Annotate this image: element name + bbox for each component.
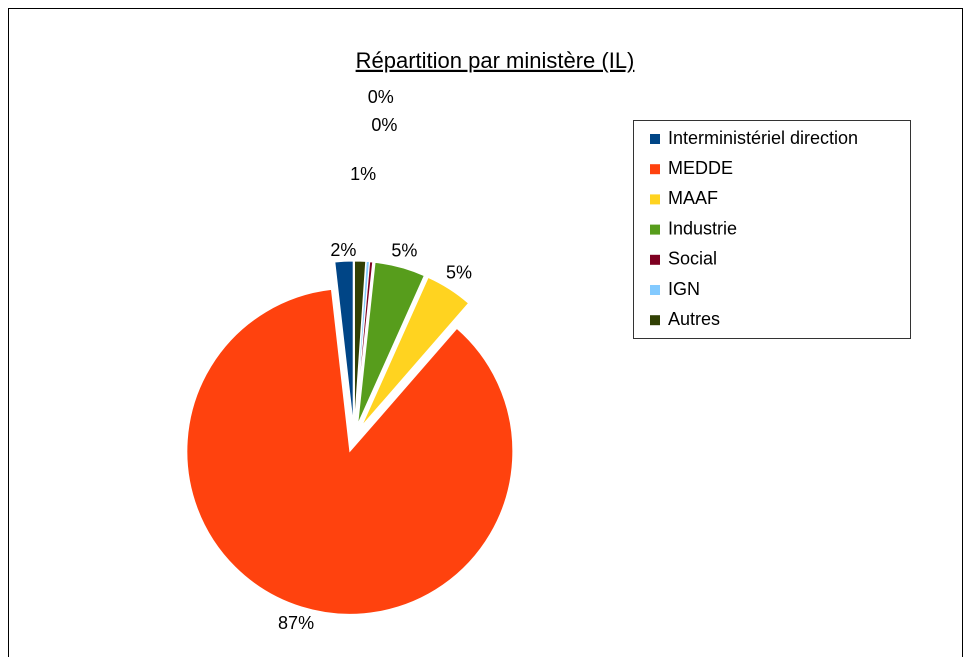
data-label: 5% [446, 262, 472, 282]
data-label: 0% [368, 87, 394, 107]
legend-swatch [650, 134, 660, 144]
pie-slice [334, 260, 354, 425]
legend-swatch [650, 194, 660, 205]
data-label: 0% [371, 115, 397, 135]
legend-label: Interministériel direction [668, 128, 858, 148]
pie-slice [353, 260, 367, 425]
data-label: 5% [391, 240, 417, 260]
legend-box [633, 120, 911, 339]
pie-slice [361, 276, 470, 427]
data-label: 87% [278, 613, 314, 633]
legend-swatch [650, 285, 660, 295]
data-label: 1% [350, 164, 376, 184]
pie-slice [354, 260, 370, 425]
legend-label: MEDDE [668, 158, 733, 178]
legend-swatch [650, 164, 660, 175]
chart-title: Répartition par ministère (IL) [356, 48, 635, 73]
legend-swatch [650, 315, 660, 326]
legend-label: Autres [668, 309, 720, 329]
legend-swatch [650, 224, 660, 235]
legend-label: Social [668, 249, 717, 269]
data-label: 2% [330, 240, 356, 260]
chart-frame [8, 8, 963, 657]
pie-slice [357, 261, 425, 425]
legend-label: MAAF [668, 188, 718, 208]
pie-slice [186, 288, 514, 615]
legend-label: Industrie [668, 218, 737, 238]
legend-label: IGN [668, 279, 700, 299]
legend-swatch [650, 254, 660, 265]
